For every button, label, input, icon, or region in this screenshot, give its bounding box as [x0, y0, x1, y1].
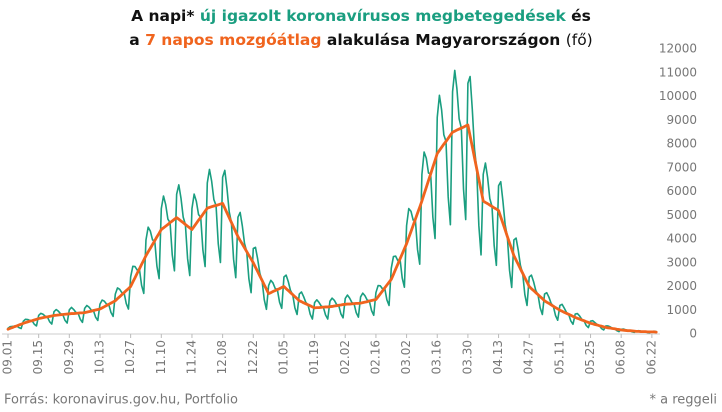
x-tick-label: 05.11 — [552, 340, 566, 374]
title-text: és — [571, 7, 591, 25]
x-tick-label: 09.15 — [31, 340, 45, 374]
x-tick-label: 11.10 — [154, 340, 168, 374]
series-line — [7, 69, 658, 334]
y-tick-label: 2000 — [666, 279, 697, 293]
x-tick-label: 06.22 — [644, 340, 658, 374]
title-text: (fő) — [566, 31, 593, 49]
y-tick-label: 4000 — [666, 232, 697, 246]
y-tick-label: 6000 — [666, 184, 697, 198]
y-tick-label: 0 — [689, 327, 697, 341]
x-tick-label: 10.13 — [92, 340, 106, 374]
x-tick-label: 11.24 — [184, 340, 198, 374]
x-tick-label: 01.05 — [276, 340, 290, 374]
x-tick-label: 05.25 — [583, 340, 597, 374]
chart-title-line: A napi* új igazolt koronavírusos megbete… — [131, 7, 591, 25]
y-tick-label: 11000 — [659, 65, 697, 79]
y-tick-label: 9000 — [666, 113, 697, 127]
chart-title-line: a 7 napos mozgóátlag alakulása Magyarors… — [129, 31, 592, 49]
x-tick-label: 12.08 — [215, 340, 229, 374]
title-text: alakulása Magyarországon — [327, 31, 560, 49]
y-tick-label: 10000 — [659, 89, 697, 103]
footnote: * a reggeli — [649, 393, 717, 408]
y-tick-label: 12000 — [659, 42, 697, 56]
source: Forrás: koronavirus.gov.hu, Portfolio — [4, 393, 238, 408]
y-tick-label: 3000 — [666, 255, 697, 269]
x-tick-label: 10.27 — [123, 340, 137, 374]
x-tick-label: 03.30 — [460, 340, 474, 374]
x-tick-label: 01.19 — [307, 340, 321, 374]
x-tick-label: 06.08 — [614, 340, 628, 374]
y-tick-label: 1000 — [666, 303, 697, 317]
title-text: A napi* — [131, 7, 194, 25]
x-tick-label: 03.16 — [430, 340, 444, 374]
x-tick-label: 04.13 — [491, 340, 505, 374]
x-tick-label: 04.27 — [522, 340, 536, 374]
x-tick-label: 12.22 — [246, 340, 260, 374]
legend-entry: 7 napos mozgóátlag — [145, 31, 321, 49]
series-line — [6, 123, 658, 334]
y-tick-label: 5000 — [666, 208, 697, 222]
legend-entry: új igazolt koronavírusos megbetegedések — [200, 7, 567, 25]
x-tick-label: 09.29 — [62, 340, 76, 374]
y-tick-label: 7000 — [666, 160, 697, 174]
x-tick-label: 09.01 — [1, 340, 15, 374]
x-tick-label: 02.02 — [338, 340, 352, 374]
title-text: a — [129, 31, 139, 49]
x-tick-label: 02.16 — [368, 340, 382, 374]
x-tick-label: 03.02 — [399, 340, 413, 374]
y-tick-label: 8000 — [666, 137, 697, 151]
